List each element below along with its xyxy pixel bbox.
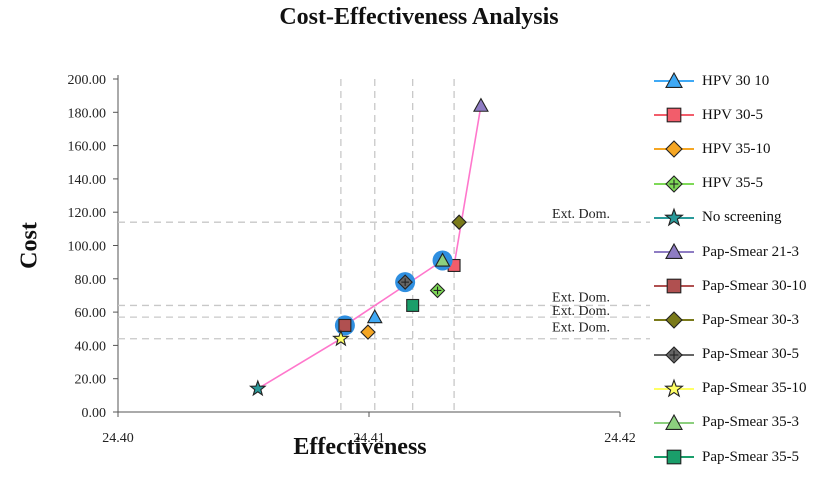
legend-marker-icon bbox=[654, 413, 694, 430]
legend-item: Pap-Smear 30-3 bbox=[652, 303, 838, 337]
legend-marker-icon bbox=[654, 107, 694, 123]
data-point-pap-smear-30-10 bbox=[334, 315, 355, 336]
legend-marker-icon bbox=[654, 174, 694, 193]
data-point-pap-smear-35-5 bbox=[406, 298, 420, 312]
legend-marker-icon bbox=[654, 449, 694, 465]
y-tick-label: 100.00 bbox=[68, 240, 107, 255]
x-axis-label: Effectiveness bbox=[293, 434, 427, 460]
legend-marker-icon bbox=[654, 140, 694, 159]
y-tick-label: 40.00 bbox=[75, 339, 107, 354]
legend-marker-icon bbox=[654, 278, 694, 294]
legend-label: HPV 30-5 bbox=[702, 106, 763, 123]
legend-label: Pap-Smear 35-10 bbox=[702, 380, 807, 397]
legend-label: HPV 35-10 bbox=[702, 140, 771, 157]
legend-item: HPV 30 10 bbox=[652, 64, 838, 98]
y-tick-label: 160.00 bbox=[68, 140, 107, 155]
y-tick-label: 200.00 bbox=[68, 73, 107, 88]
y-tick-label: 180.00 bbox=[68, 106, 107, 121]
legend-marker-icon bbox=[654, 311, 694, 330]
annotation-ext-dom: Ext. Dom. bbox=[552, 207, 610, 222]
legend-marker-icon bbox=[654, 378, 694, 398]
legend-label: HPV 35-5 bbox=[702, 175, 763, 192]
data-point-hpv-35-10 bbox=[360, 324, 376, 340]
y-tick-label: 20.00 bbox=[75, 373, 107, 388]
legend-item: Pap-Smear 30-10 bbox=[652, 269, 838, 303]
legend-item: Pap-Smear 35-3 bbox=[652, 406, 838, 440]
y-tick-label: 80.00 bbox=[75, 273, 107, 288]
annotation-ext-dom: Ext. Dom. bbox=[552, 304, 610, 319]
y-tick-label: 60.00 bbox=[75, 306, 107, 321]
legend-marker-icon bbox=[654, 71, 694, 89]
legend-label: Pap-Smear 35-3 bbox=[702, 414, 800, 431]
data-point-pap-smear-30-5 bbox=[395, 272, 416, 293]
frontier-line bbox=[257, 105, 482, 390]
annotation-ext-dom: Ext. Dom. bbox=[552, 321, 610, 336]
data-point-pap-smear-35-3 bbox=[432, 250, 453, 271]
x-tick-label: 24.41 bbox=[353, 431, 385, 446]
legend-label: No screening bbox=[702, 209, 782, 226]
annotation-ext-dom: Ext. Dom. bbox=[552, 290, 610, 305]
legend-item: Pap-Smear 21-3 bbox=[652, 235, 838, 269]
y-tick-label: 120.00 bbox=[68, 206, 107, 221]
data-point-pap-smear-30-3 bbox=[451, 214, 467, 230]
x-tick-label: 24.42 bbox=[604, 431, 636, 446]
y-tick-label: 0.00 bbox=[82, 406, 107, 421]
legend-item: Pap-Smear 35-5 bbox=[652, 440, 838, 474]
data-point-hpv-35-5 bbox=[429, 282, 446, 299]
data-point-pap-smear-21-3 bbox=[473, 97, 489, 112]
legend-item: HPV 35-10 bbox=[652, 132, 838, 166]
legend-marker-icon bbox=[654, 345, 694, 364]
legend-marker-icon bbox=[654, 242, 694, 259]
data-point-hpv-30-10 bbox=[366, 308, 383, 324]
legend-item: Pap-Smear 30-5 bbox=[652, 338, 838, 372]
legend-label: HPV 30 10 bbox=[702, 72, 770, 89]
legend-marker-icon bbox=[654, 207, 694, 227]
legend-item: Pap-Smear 35-10 bbox=[652, 372, 838, 406]
data-point-pap-smear-35-10 bbox=[332, 329, 350, 347]
legend-item: No screening bbox=[652, 201, 838, 235]
legend-item: HPV 35-5 bbox=[652, 167, 838, 201]
legend-label: Pap-Smear 30-5 bbox=[702, 346, 800, 363]
legend-label: Pap-Smear 30-10 bbox=[702, 277, 807, 294]
chart-title: Cost-Effectiveness Analysis bbox=[279, 4, 559, 30]
legend-label: Pap-Smear 21-3 bbox=[702, 243, 800, 260]
data-point-no-screening bbox=[248, 379, 267, 397]
x-tick-label: 24.40 bbox=[102, 431, 134, 446]
legend-label: Pap-Smear 35-5 bbox=[702, 448, 800, 465]
legend: HPV 30 10 HPV 30-5 HPV 35-10 HPV 35-5 No scr… bbox=[652, 64, 838, 474]
legend-label: Pap-Smear 30-3 bbox=[702, 311, 800, 328]
legend-item: HPV 30-5 bbox=[652, 98, 838, 132]
y-tick-label: 140.00 bbox=[68, 173, 107, 188]
